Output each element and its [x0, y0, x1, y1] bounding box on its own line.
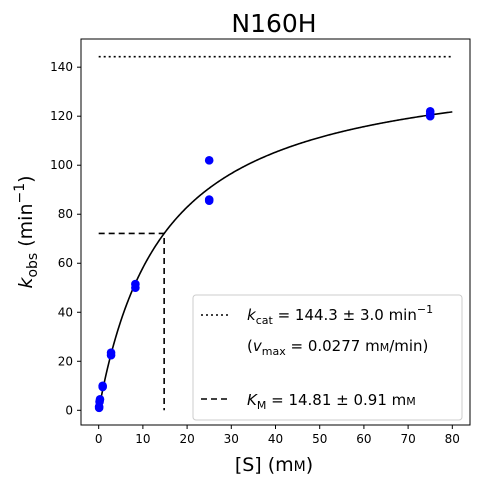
data-point [95, 394, 105, 404]
data-point [204, 156, 214, 165]
km-line [98, 232, 165, 411]
legend-box [192, 294, 463, 421]
y-axis-label-sub: obs [25, 253, 41, 278]
data-points [94, 106, 435, 413]
data-point [131, 279, 140, 289]
chart-title: N160H [231, 9, 316, 38]
x-tick-label: 50 [312, 432, 327, 446]
x-tick-label: 30 [224, 432, 239, 446]
legend-vmax-label: (vmax = 0.0277 mM/min) [247, 337, 428, 358]
legend-km-unit: M [406, 395, 416, 408]
legend: kcat = 144.3 ± 3.0 min−1 (vmax = 0.0277 … [192, 294, 463, 421]
legend-km-label: KM = 14.81 ± 0.91 mM [247, 391, 416, 412]
y-axis-label-rest: (min [15, 204, 37, 253]
x-tick-label: 80 [445, 432, 460, 446]
data-point [425, 106, 435, 116]
x-tick-label: 10 [135, 432, 150, 446]
x-axis-label-unit: M [294, 459, 306, 475]
y-axis-label-close: ) [15, 175, 37, 182]
x-axis-label-tail: ) [306, 454, 313, 476]
x-axis-label-main: [S] (m [235, 454, 294, 476]
legend-vmax-symbol: v [253, 337, 263, 355]
y-tick-label: 0 [65, 403, 73, 417]
x-tick-label: 60 [356, 432, 371, 446]
data-point [106, 348, 116, 358]
legend-kcat-label: kcat = 144.3 ± 3.0 min−1 [247, 303, 433, 327]
legend-km-symbol: K [247, 391, 258, 409]
x-tick-label: 20 [179, 432, 194, 446]
legend-vmax-tail: /min) [389, 337, 428, 355]
y-tick-label: 140 [50, 60, 73, 74]
y-axis-label: kobs (min−1) [12, 175, 41, 288]
legend-km-text: = 14.81 ± 0.91 m [266, 391, 406, 409]
michaelis-menten-fit-curve [97, 111, 453, 411]
y-axis-ticks: 0 20 40 60 80 100 120 140 [50, 60, 81, 417]
y-tick-label: 100 [50, 158, 73, 172]
y-axis-label-k: k [15, 277, 37, 289]
y-tick-label: 40 [58, 305, 73, 319]
legend-kcat-sup: −1 [417, 303, 433, 316]
plot-frame [80, 38, 471, 426]
y-axis-label-sup: −1 [12, 183, 28, 204]
legend-vmax-open: ( [247, 337, 253, 355]
legend-kcat-sub: cat [256, 314, 274, 327]
x-axis-ticks: 0 10 20 30 40 50 60 70 80 [95, 425, 460, 446]
y-tick-label: 20 [58, 354, 73, 368]
y-tick-label: 60 [58, 256, 73, 270]
x-tick-label: 0 [95, 432, 103, 446]
legend-km-sub: M [257, 399, 267, 412]
y-tick-label: 120 [50, 109, 73, 123]
legend-kcat-symbol: k [247, 306, 257, 324]
x-tick-label: 70 [400, 432, 415, 446]
x-tick-label: 40 [268, 432, 283, 446]
legend-vmax-text: = 0.0277 m [286, 337, 380, 355]
legend-kcat-text: = 144.3 ± 3.0 min [273, 306, 417, 324]
legend-vmax-unit: M [380, 341, 390, 354]
data-point [204, 195, 214, 204]
data-point [98, 381, 107, 391]
x-axis-label: [S] (mM) [235, 454, 313, 476]
y-tick-label: 80 [58, 207, 73, 221]
legend-vmax-sub: max [262, 345, 286, 358]
